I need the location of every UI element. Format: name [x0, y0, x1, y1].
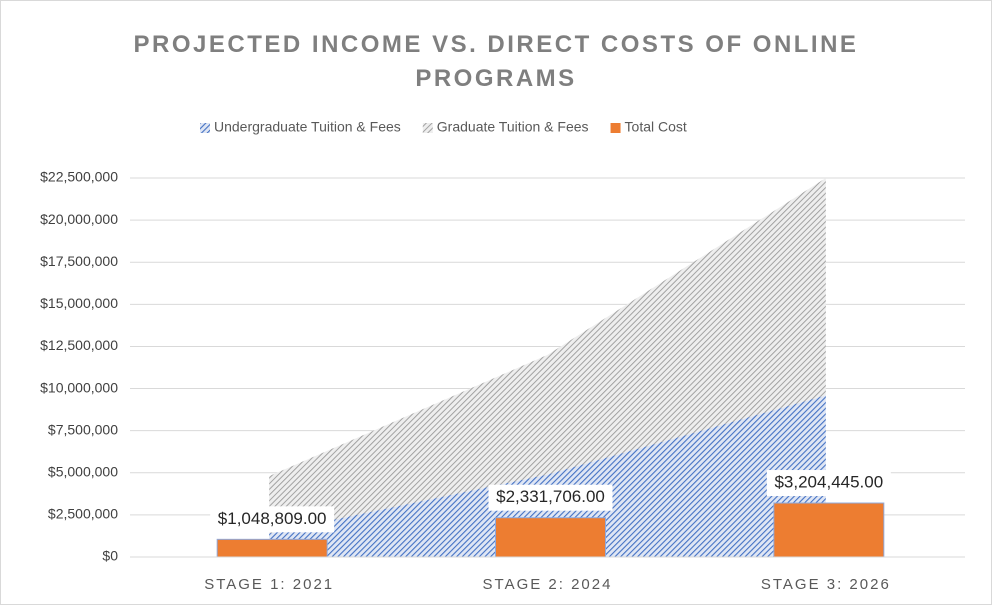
legend-label: Graduate Tuition & Fees — [437, 119, 589, 135]
bar — [495, 517, 606, 558]
y-tick-label: $0 — [102, 548, 118, 564]
legend-swatch — [610, 123, 621, 133]
data-label-group: $3,204,445.00 — [766, 470, 891, 497]
data-label: $1,048,809.00 — [218, 509, 327, 528]
y-tick-label: $5,000,000 — [48, 463, 118, 479]
data-label: $3,204,445.00 — [774, 473, 883, 492]
y-tick-label: $10,000,000 — [40, 379, 118, 395]
data-label-group: $1,048,809.00 — [210, 506, 335, 533]
y-tick-label: $7,500,000 — [48, 421, 118, 437]
area — [269, 178, 826, 534]
legend-swatch — [200, 123, 210, 133]
legend-label: Undergraduate Tuition & Fees — [214, 119, 401, 135]
chart-title: PROJECTED INCOME VS. DIRECT COSTS OF ONL… — [133, 31, 859, 92]
legend-label: Total Cost — [625, 119, 687, 135]
data-label-group: $2,331,706.00 — [488, 484, 613, 511]
legend-swatch — [422, 123, 433, 133]
x-tick-label: STAGE 3: 2026 — [761, 576, 891, 593]
data-label-bg — [488, 484, 613, 511]
legend: Undergraduate Tuition & Fees Graduate Tui… — [200, 119, 687, 135]
y-tick-label: $17,500,000 — [40, 253, 118, 269]
y-tick-label: $2,500,000 — [48, 506, 118, 522]
y-tick-label: $20,000,000 — [40, 211, 118, 227]
y-tick-label: $15,000,000 — [40, 295, 118, 311]
bar — [773, 502, 885, 558]
y-tick-label: $12,500,000 — [40, 337, 118, 353]
data-label: $2,331,706.00 — [496, 487, 605, 506]
area — [269, 395, 826, 557]
bar — [216, 538, 328, 558]
x-tick-label: STAGE 1: 2021 — [204, 576, 334, 593]
y-tick-label: $22,500,000 — [40, 169, 118, 185]
data-label-bg — [766, 470, 891, 497]
data-label-bg — [210, 506, 335, 533]
x-tick-label: STAGE 2: 2024 — [483, 576, 613, 593]
